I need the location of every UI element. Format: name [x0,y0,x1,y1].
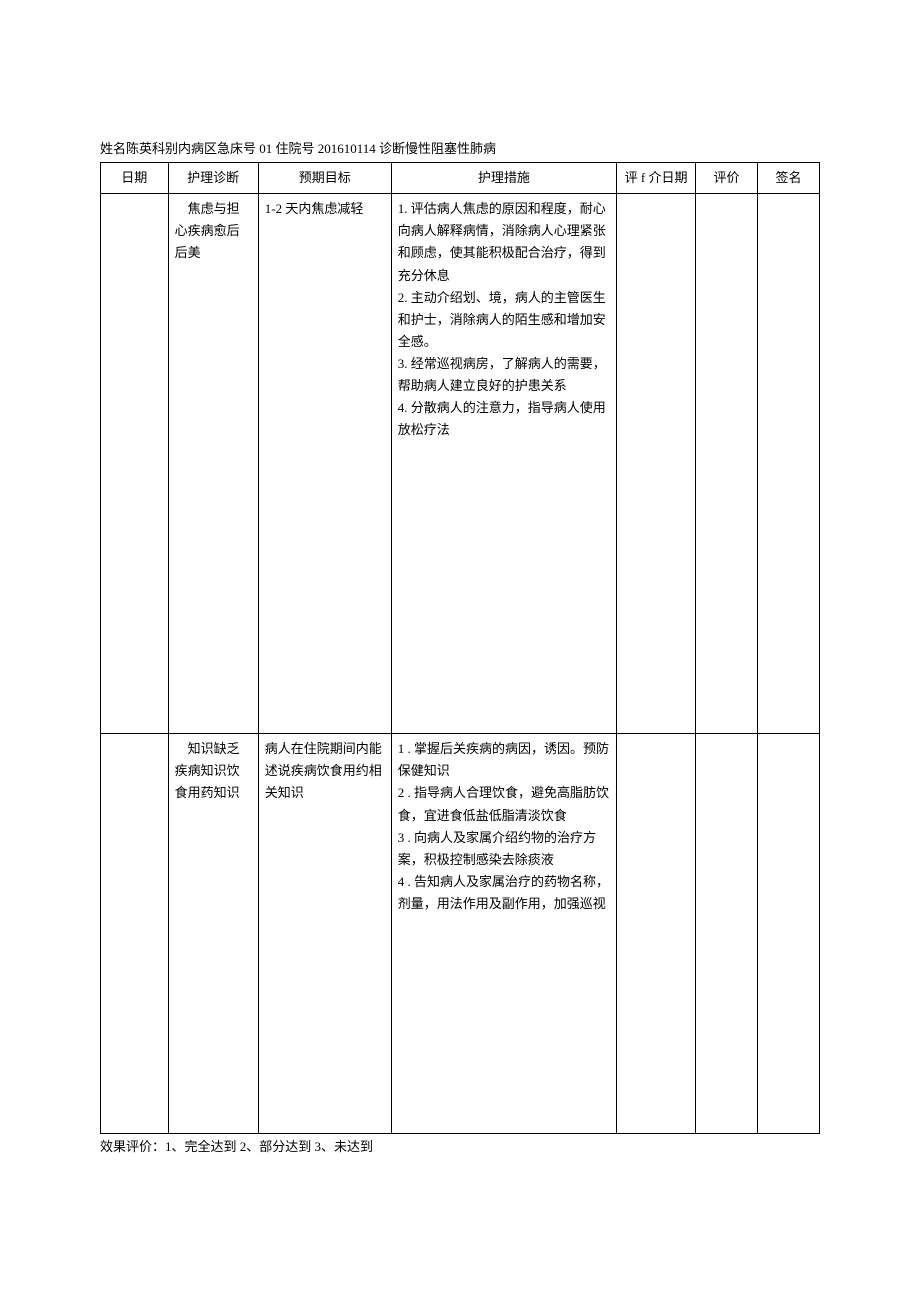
col-header-sign: 签名 [757,163,819,194]
cell-date [101,734,169,1134]
cell-eval [696,194,758,734]
cell-diagnosis: 焦虑与担心疾病愈后后美 [168,194,258,734]
cell-measures: 1. 评估病人焦虑的原因和程度，耐心向病人解释病情，消除病人心理紧张和顾虑，使其… [391,194,616,734]
patient-header: 姓名陈英科别内病区急床号 01 住院号 201610114 诊断慢性阻塞性肺病 [100,140,820,158]
table-row: 知识缺乏疾病知识饮食用药知识 病人在住院期间内能述说疾病饮食用约相关知识 1 .… [101,734,820,1134]
measures-text: 1 . 掌握后关疾病的病因，诱因。预防保健知识2 . 指导病人合理饮食，避免高脂… [398,738,610,915]
cell-date [101,194,169,734]
footer-evaluation-legend: 效果评价：1、完全达到 2、部分达到 3、未达到 [100,1138,820,1156]
cell-evaldate [617,194,696,734]
cell-goal: 病人在住院期间内能述说疾病饮食用约相关知识 [258,734,391,1134]
cell-measures: 1 . 掌握后关疾病的病因，诱因。预防保健知识2 . 指导病人合理饮食，避免高脂… [391,734,616,1134]
table-header-row: 日期 护理诊断 预期目标 护理措施 评 f 介日期 评价 签名 [101,163,820,194]
cell-sign [757,194,819,734]
cell-sign [757,734,819,1134]
cell-goal: 1-2 天内焦虑减轻 [258,194,391,734]
table-row: 焦虑与担心疾病愈后后美 1-2 天内焦虑减轻 1. 评估病人焦虑的原因和程度，耐… [101,194,820,734]
col-header-date: 日期 [101,163,169,194]
cell-diagnosis: 知识缺乏疾病知识饮食用药知识 [168,734,258,1134]
col-header-eval: 评价 [696,163,758,194]
col-header-evaldate: 评 f 介日期 [617,163,696,194]
cell-eval [696,734,758,1134]
col-header-measures: 护理措施 [391,163,616,194]
cell-evaldate [617,734,696,1134]
col-header-diagnosis: 护理诊断 [168,163,258,194]
col-header-goal: 预期目标 [258,163,391,194]
nursing-plan-table: 日期 护理诊断 预期目标 护理措施 评 f 介日期 评价 签名 焦虑与担心疾病愈… [100,162,820,1134]
measures-text: 1. 评估病人焦虑的原因和程度，耐心向病人解释病情，消除病人心理紧张和顾虑，使其… [398,198,610,441]
